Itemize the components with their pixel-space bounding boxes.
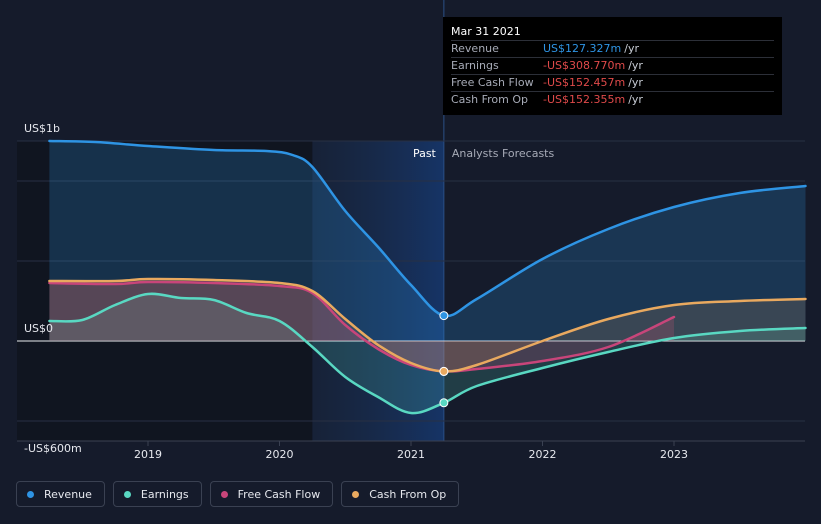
tooltip: Mar 31 2021 Revenue US$127.327m /yr Earn… [443, 17, 782, 115]
past-region-dark [17, 141, 313, 441]
legend-dot-icon [220, 490, 228, 498]
legend-label: Free Cash Flow [237, 487, 321, 501]
chart-background [17, 0, 445, 441]
x-tick-label: 2020 [266, 448, 294, 461]
past-label: Past [413, 147, 437, 160]
marker-revenue [439, 311, 449, 321]
tooltip-label: Earnings [451, 59, 499, 72]
line-earnings [48, 292, 807, 415]
y-tick-label: US$1b [24, 122, 60, 135]
chart-labels: US$1b US$0 -US$600m 2019 2020 2021 2022 2023 Pas… [24, 122, 688, 461]
tooltip-unit: /yr [628, 59, 643, 72]
legend-item-free-cash-flow[interactable]: Free Cash Flow [209, 481, 334, 507]
tooltip-row-cash-from-op: Cash From Op -US$152.355m /yr [451, 91, 774, 108]
legend-dot-icon [27, 490, 34, 498]
legend-label: Earnings [140, 487, 189, 501]
tooltip-row-free-cash-flow: Free Cash Flow -US$152.457m /yr [451, 74, 774, 91]
series-markers [439, 311, 449, 408]
x-tick-label: 2023 [660, 448, 688, 461]
x-tick-label: 2021 [397, 448, 425, 461]
forecast-label: Analysts Forecasts [452, 147, 555, 160]
legend: Revenue Earnings Free Cash Flow Cash Fro… [16, 481, 460, 507]
tooltip-value: -US$152.457m [543, 76, 626, 89]
area-earnings [49, 293, 806, 414]
legend-dot-icon [123, 490, 131, 498]
tooltip-value: US$127.327m [543, 42, 622, 55]
x-tick-label: 2019 [134, 448, 162, 461]
area-cash-from-op [49, 278, 806, 372]
legend-item-revenue[interactable]: Revenue [16, 481, 105, 507]
legend-item-cash-from-op[interactable]: Cash From Op [341, 481, 460, 507]
tooltip-label: Cash From Op [451, 93, 529, 106]
tooltip-label: Revenue [451, 42, 499, 55]
area-revenue [49, 141, 806, 341]
series-lines [48, 139, 807, 415]
tooltip-unit: /yr [624, 42, 639, 55]
tooltip-value: -US$152.355m [543, 93, 626, 106]
line-free-cash-flow [48, 280, 676, 373]
legend-item-earnings[interactable]: Earnings [112, 481, 202, 507]
line-cash-from-op [48, 277, 807, 373]
marker-cash-from-op [439, 366, 449, 376]
line-revenue [48, 139, 807, 318]
tooltip-unit: /yr [628, 93, 643, 106]
tooltip-value: -US$308.770m [543, 59, 626, 72]
past-region-highlight [312, 141, 444, 441]
y-tick-label: -US$600m [24, 442, 82, 455]
tooltip-date: Mar 31 2021 [451, 25, 521, 38]
legend-dot-icon [352, 490, 360, 498]
tooltip-row-revenue: Revenue US$127.327m /yr [451, 40, 774, 57]
y-tick-label: US$0 [24, 322, 53, 335]
tooltip-label: Free Cash Flow [451, 76, 534, 89]
tooltip-row-earnings: Earnings -US$308.770m /yr [451, 57, 774, 74]
gridlines [17, 140, 805, 446]
x-tick-label: 2022 [529, 448, 557, 461]
legend-label: Cash From Op [369, 487, 447, 501]
marker-earnings [439, 398, 449, 408]
tooltip-unit: /yr [628, 76, 643, 89]
legend-label: Revenue [44, 487, 92, 501]
